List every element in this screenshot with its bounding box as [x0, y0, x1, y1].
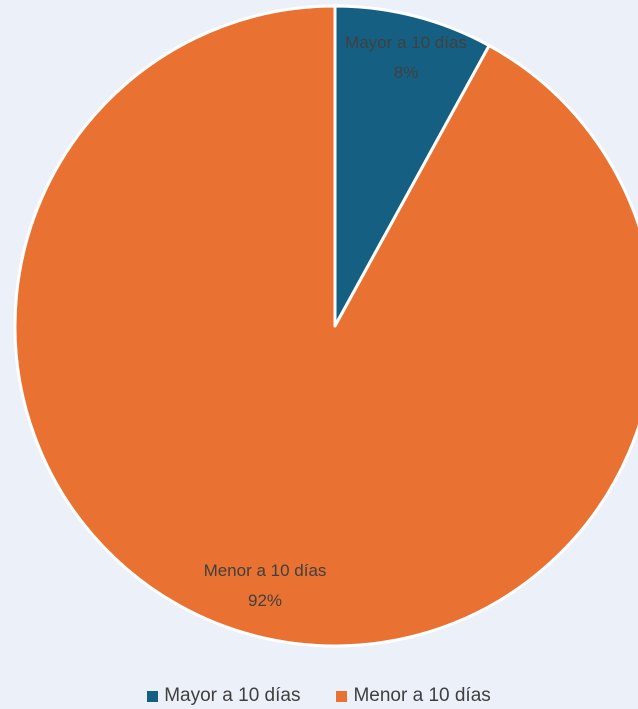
- pie-slice-0: [333, 4, 491, 328]
- slice-label-0: Mayor a 10 días: [345, 33, 467, 52]
- legend-item-mayor: Mayor a 10 días: [147, 685, 300, 707]
- legend-item-menor: Menor a 10 días: [336, 685, 491, 707]
- slice-percent-0: 8%: [394, 63, 419, 82]
- legend-swatch-mayor: [147, 690, 159, 702]
- legend-label-mayor: Mayor a 10 días: [164, 685, 301, 706]
- slice-label-1: Menor a 10 días: [204, 561, 327, 580]
- legend: Mayor a 10 días Menor a 10 días: [0, 683, 638, 709]
- legend-swatch-menor: [336, 690, 348, 702]
- legend-label-menor: Menor a 10 días: [353, 685, 491, 706]
- slice-percent-1: 92%: [248, 591, 282, 610]
- pie-slice-1: [13, 4, 638, 648]
- pie-chart-svg: Mayor a 10 días 8% Menor a 10 días 92%: [13, 4, 638, 648]
